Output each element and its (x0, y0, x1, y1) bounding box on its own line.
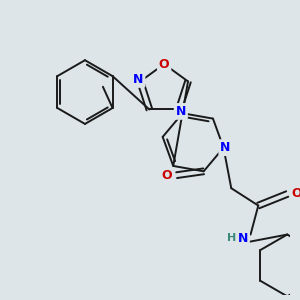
Text: H: H (226, 233, 236, 243)
Text: N: N (133, 73, 143, 86)
Text: N: N (220, 141, 231, 154)
Text: O: O (159, 58, 170, 70)
Text: O: O (292, 188, 300, 200)
Text: N: N (176, 105, 186, 118)
Text: N: N (238, 232, 248, 245)
Text: O: O (162, 169, 172, 182)
